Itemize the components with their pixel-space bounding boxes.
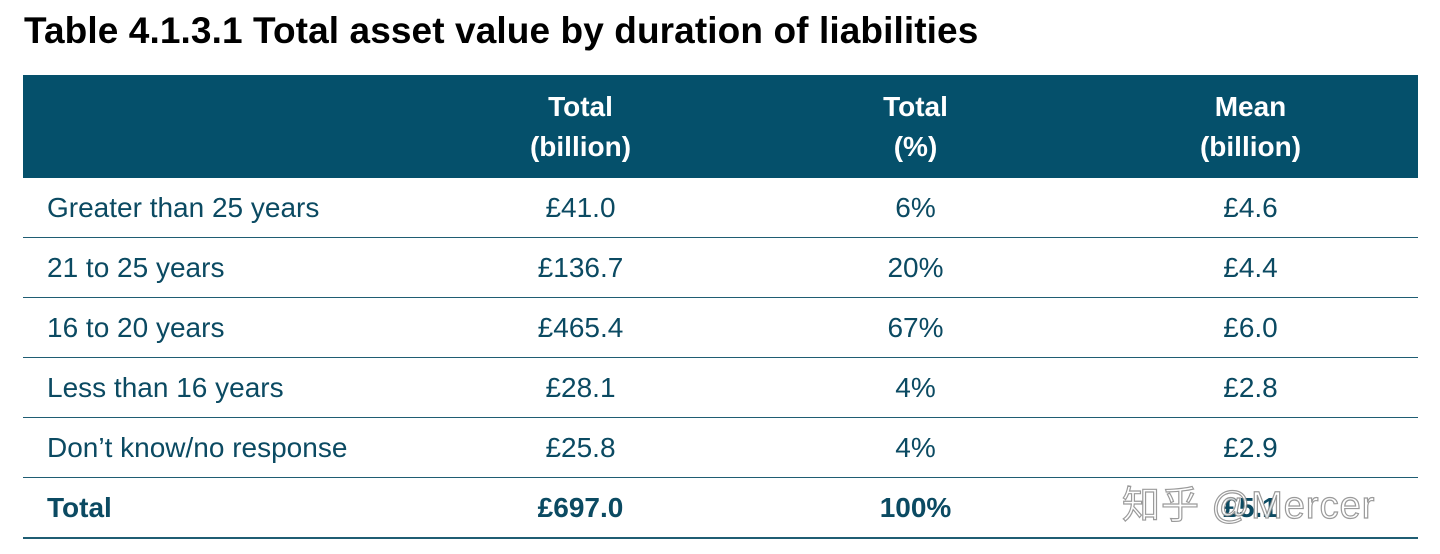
watermark-text: 知乎 @Mercer [1121, 484, 1376, 527]
table-row: Don’t know/no response £25.8 4% £2.9 [23, 418, 1418, 478]
row-label: Greater than 25 years [47, 191, 320, 223]
header-mean-billion-line1: Mean [1214, 90, 1287, 122]
row-total-billion: £41.0 [545, 191, 616, 223]
table-row: 16 to 20 years £465.4 67% £6.0 [23, 298, 1418, 358]
table-title: Table 4.1.3.1 Total asset value by durat… [24, 10, 979, 51]
row-total-billion: £25.8 [545, 431, 616, 463]
asset-value-table: Total (billion) Total (%) Mean (billion)… [23, 75, 1418, 539]
row-label: Don’t know/no response [47, 431, 348, 463]
header-total-billion-line2: (billion) [529, 130, 632, 162]
header-total-billion-line1: Total [548, 90, 613, 122]
header-total-billion: Total (billion) [413, 75, 748, 178]
row-total-percent: 4% [895, 431, 936, 463]
header-total-percent-line2: (%) [893, 130, 938, 162]
row-mean-billion: £2.8 [1223, 371, 1278, 403]
row-total-percent: 20% [887, 251, 944, 283]
header-total-percent: Total (%) [748, 75, 1083, 178]
total-row-total-billion: £697.0 [537, 491, 624, 523]
table-row: Greater than 25 years £41.0 6% £4.6 [23, 178, 1418, 238]
header-mean-billion: Mean (billion) [1083, 75, 1418, 178]
row-mean-billion: £4.6 [1223, 191, 1278, 223]
row-total-percent: 6% [895, 191, 936, 223]
row-total-percent: 4% [895, 371, 936, 403]
row-label: 16 to 20 years [47, 311, 225, 343]
table-row: 21 to 25 years £136.7 20% £4.4 [23, 238, 1418, 298]
table-total-row: Total £697.0 100% £5.1 [23, 478, 1418, 539]
row-label: 21 to 25 years [47, 251, 225, 283]
total-row-mean-billion: £5.1 [1223, 491, 1278, 523]
total-row-total-percent: 100% [879, 491, 952, 523]
row-total-billion: £136.7 [537, 251, 624, 283]
row-mean-billion: £6.0 [1223, 311, 1278, 343]
table-header: Total (billion) Total (%) Mean (billion) [23, 75, 1418, 178]
header-total-percent-line1: Total [883, 90, 948, 122]
row-total-billion: £28.1 [545, 371, 616, 403]
row-mean-billion: £4.4 [1223, 251, 1278, 283]
table-row: Less than 16 years £28.1 4% £2.8 [23, 358, 1418, 418]
row-label: Less than 16 years [47, 371, 284, 403]
row-total-percent: 67% [887, 311, 944, 343]
header-empty-cell [23, 75, 413, 178]
row-total-billion: £465.4 [537, 311, 624, 343]
row-mean-billion: £2.9 [1223, 431, 1278, 463]
header-mean-billion-line2: (billion) [1199, 130, 1302, 162]
total-row-label: Total [47, 491, 112, 523]
